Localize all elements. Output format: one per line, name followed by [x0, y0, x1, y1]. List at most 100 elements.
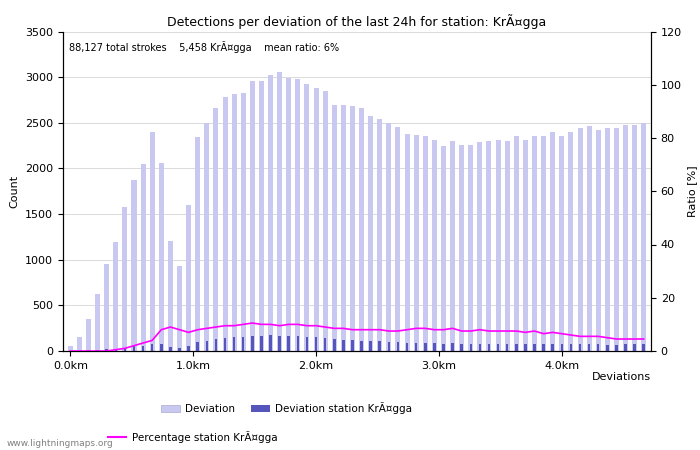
- Bar: [497, 344, 499, 351]
- Bar: [178, 348, 181, 351]
- Bar: [414, 135, 419, 351]
- Bar: [370, 341, 372, 351]
- Bar: [532, 135, 537, 351]
- Bar: [533, 344, 536, 351]
- Bar: [552, 344, 554, 351]
- Bar: [233, 338, 235, 351]
- Bar: [122, 207, 127, 351]
- Bar: [151, 344, 153, 351]
- Bar: [332, 104, 337, 351]
- Bar: [605, 128, 610, 351]
- Bar: [77, 338, 82, 351]
- Bar: [106, 349, 108, 351]
- Bar: [341, 104, 346, 351]
- Bar: [442, 344, 444, 351]
- Bar: [452, 343, 454, 351]
- Bar: [515, 344, 517, 351]
- Bar: [441, 146, 446, 351]
- Bar: [641, 123, 646, 351]
- Text: 88,127 total strokes    5,458 KrÃ¤gga    mean ratio: 6%: 88,127 total strokes 5,458 KrÃ¤gga mean …: [69, 41, 339, 53]
- Bar: [506, 344, 508, 351]
- Bar: [477, 142, 482, 351]
- Bar: [406, 343, 408, 351]
- Bar: [559, 135, 564, 351]
- Bar: [288, 336, 290, 351]
- Bar: [214, 108, 218, 351]
- Bar: [195, 137, 200, 351]
- Bar: [297, 336, 299, 351]
- Bar: [160, 344, 162, 351]
- Bar: [204, 123, 209, 351]
- Bar: [215, 339, 217, 351]
- Bar: [177, 266, 182, 351]
- Bar: [286, 78, 291, 351]
- Bar: [632, 125, 637, 351]
- Bar: [597, 344, 599, 351]
- Y-axis label: Count: Count: [10, 175, 20, 208]
- Bar: [250, 81, 255, 351]
- Bar: [186, 205, 191, 351]
- Bar: [141, 164, 146, 351]
- Bar: [169, 347, 172, 351]
- Legend: Percentage station KrÃ¤gga: Percentage station KrÃ¤gga: [104, 427, 281, 447]
- Bar: [133, 346, 135, 351]
- Bar: [459, 145, 464, 351]
- Bar: [596, 130, 601, 351]
- Bar: [541, 135, 546, 351]
- Bar: [496, 140, 500, 351]
- Bar: [395, 127, 400, 351]
- Bar: [224, 338, 226, 351]
- Text: Deviations: Deviations: [592, 372, 651, 382]
- Bar: [188, 346, 190, 351]
- Bar: [578, 128, 582, 351]
- Bar: [377, 119, 382, 351]
- Bar: [488, 344, 490, 351]
- Y-axis label: Ratio [%]: Ratio [%]: [687, 166, 697, 217]
- Bar: [268, 75, 273, 351]
- Bar: [223, 97, 228, 351]
- Bar: [606, 345, 608, 351]
- Bar: [479, 344, 481, 351]
- Bar: [423, 136, 428, 351]
- Bar: [368, 117, 373, 351]
- Bar: [570, 344, 572, 351]
- Bar: [450, 141, 455, 351]
- Bar: [142, 346, 144, 351]
- Bar: [241, 93, 246, 351]
- Bar: [542, 344, 545, 351]
- Bar: [277, 72, 282, 351]
- Bar: [115, 349, 117, 351]
- Bar: [342, 340, 344, 351]
- Bar: [397, 342, 399, 351]
- Bar: [432, 140, 437, 351]
- Bar: [461, 344, 463, 351]
- Bar: [104, 264, 109, 351]
- Bar: [206, 341, 208, 351]
- Bar: [260, 336, 262, 351]
- Bar: [314, 88, 318, 351]
- Bar: [304, 84, 309, 351]
- Bar: [279, 336, 281, 351]
- Bar: [614, 128, 619, 351]
- Bar: [124, 348, 126, 351]
- Bar: [350, 106, 355, 351]
- Bar: [360, 341, 363, 351]
- Bar: [561, 344, 563, 351]
- Bar: [132, 180, 136, 351]
- Bar: [568, 132, 573, 351]
- Bar: [306, 337, 308, 351]
- Bar: [468, 145, 473, 351]
- Bar: [379, 342, 381, 351]
- Bar: [232, 94, 237, 351]
- Bar: [159, 163, 164, 351]
- Bar: [113, 243, 118, 351]
- Bar: [643, 344, 645, 351]
- Bar: [405, 134, 409, 351]
- Bar: [351, 340, 354, 351]
- Bar: [424, 343, 426, 351]
- Bar: [270, 336, 272, 351]
- Bar: [86, 319, 91, 351]
- Bar: [415, 343, 417, 351]
- Bar: [95, 294, 100, 351]
- Bar: [615, 345, 617, 351]
